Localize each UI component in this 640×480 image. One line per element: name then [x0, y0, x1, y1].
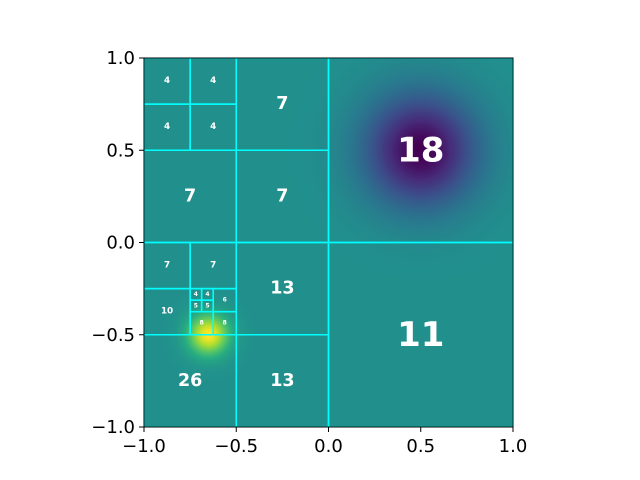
y-axis: −1.0 −0.5 0.0 0.5 1.0 — [91, 48, 144, 438]
cell-count-label: 7 — [184, 186, 196, 206]
cell-count-label: 4 — [210, 76, 216, 86]
cell-count-label: 5 — [194, 302, 198, 309]
cell-count-label: 7 — [276, 94, 288, 114]
x-tick-label: −0.5 — [214, 436, 258, 457]
plot-area: 1811777444413132677106884455 — [144, 58, 513, 427]
cell-count-label: 4 — [194, 291, 198, 298]
cell-count-label: 4 — [164, 122, 170, 132]
cell-count-label: 5 — [205, 302, 209, 309]
cell-count-label: 4 — [164, 76, 170, 86]
cell-count-label: 7 — [276, 186, 288, 206]
x-tick-label: −1.0 — [122, 436, 166, 457]
y-tick-label: 0.0 — [106, 233, 135, 254]
cell-count-label: 18 — [397, 130, 444, 170]
cell-count-label: 4 — [205, 291, 209, 298]
cell-count-label: 8 — [223, 320, 227, 327]
cell-count-label: 8 — [200, 320, 204, 327]
cell-count-label: 13 — [270, 279, 294, 299]
cell-count-label: 6 — [223, 297, 227, 304]
x-tick-label: 1.0 — [499, 436, 528, 457]
y-tick-label: −0.5 — [91, 325, 135, 346]
y-tick-label: −1.0 — [91, 417, 135, 438]
x-tick-label: 0.0 — [314, 436, 343, 457]
cell-count-label: 10 — [161, 307, 173, 317]
y-tick-label: 1.0 — [106, 48, 135, 69]
cell-count-label: 26 — [178, 371, 202, 391]
cell-count-label: 7 — [164, 261, 170, 271]
cell-count-label: 11 — [397, 315, 444, 355]
x-axis: −1.0 −0.5 0.0 0.5 1.0 — [122, 427, 527, 457]
cell-count-label: 13 — [270, 371, 294, 391]
cell-count-label: 7 — [210, 261, 216, 271]
cell-count-label: 4 — [210, 122, 216, 132]
y-tick-label: 0.5 — [106, 140, 135, 161]
x-tick-label: 0.5 — [406, 436, 435, 457]
